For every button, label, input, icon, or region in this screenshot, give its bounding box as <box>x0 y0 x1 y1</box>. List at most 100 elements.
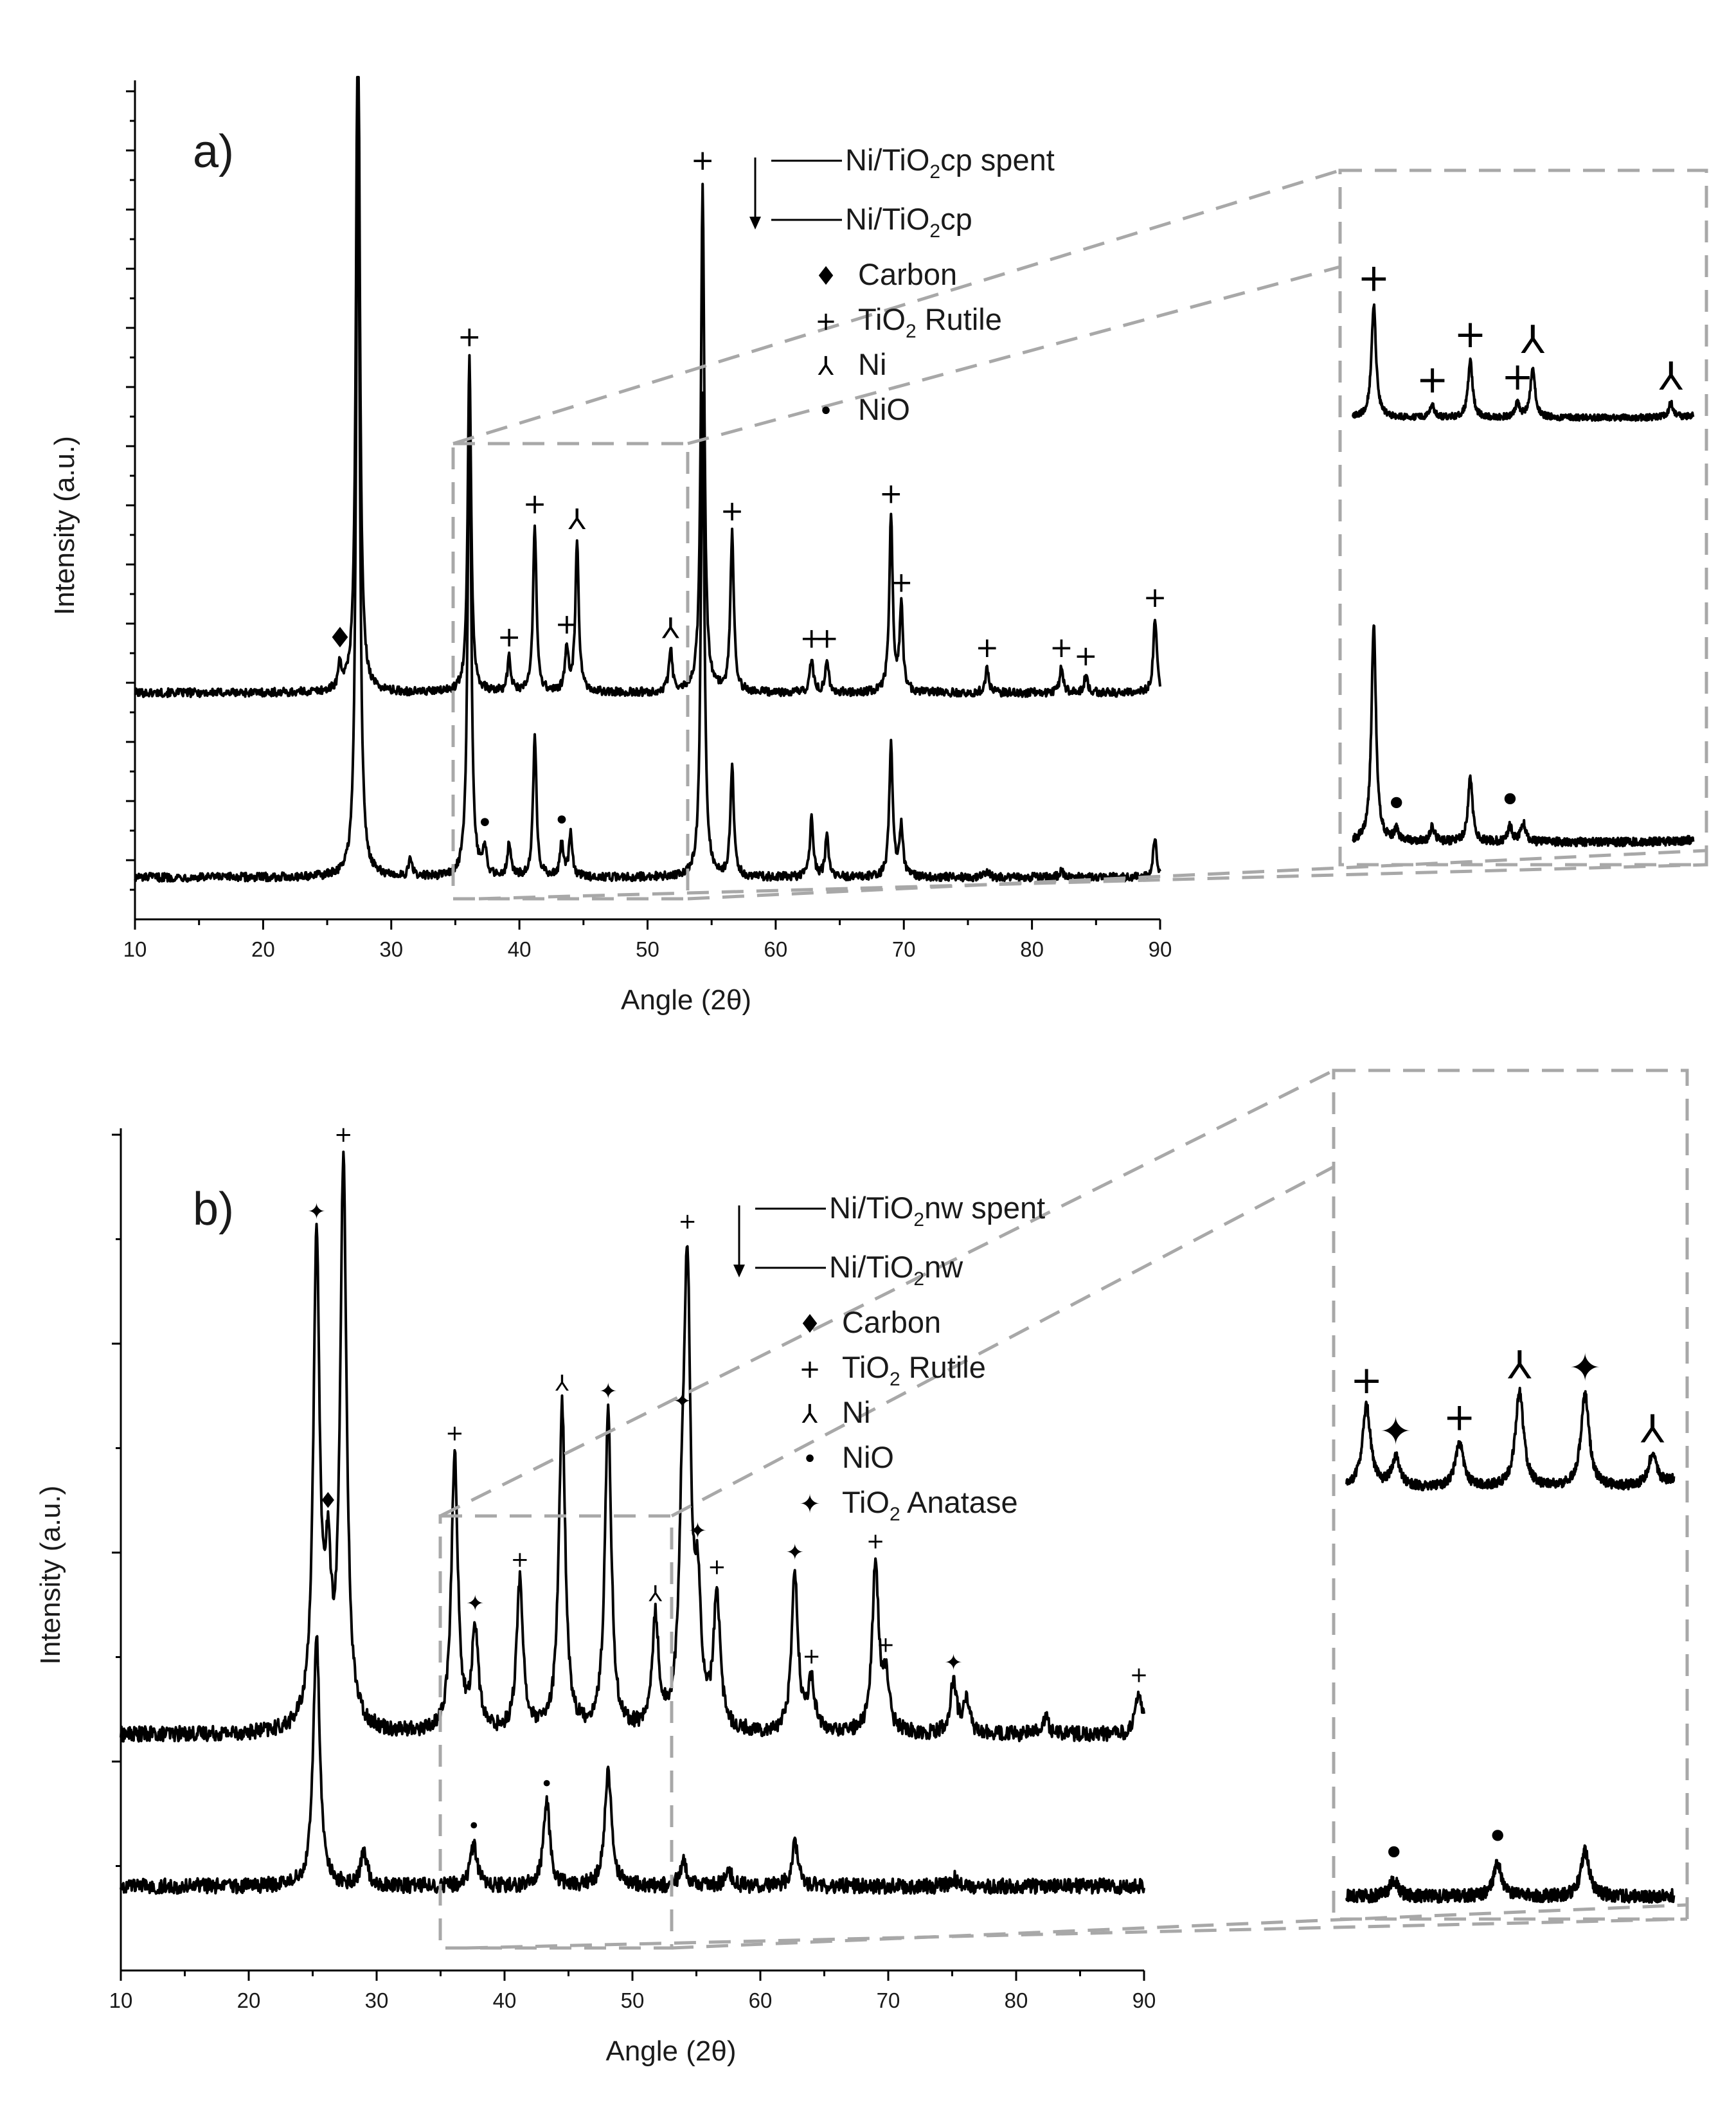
x-tick-label: 60 <box>749 1988 773 2012</box>
peak-marker: ⅄ <box>661 613 679 645</box>
peak-marker: ⅄ <box>568 503 586 536</box>
peak-marker: ✦ <box>688 1518 707 1544</box>
inset-peak-marker: ⅄ <box>1507 1343 1532 1388</box>
inset-peak-marker: ✦ <box>1569 1346 1601 1391</box>
zoom-connector <box>452 168 1341 446</box>
legend: Ni/TiO2cp spent Ni/TiO2cp ♦ Carbon + TiO2 Rut… <box>749 143 1055 426</box>
peak-marker: • <box>541 1771 553 1797</box>
x-tick-label: 30 <box>365 1988 389 2012</box>
peak-marker: + <box>555 608 578 641</box>
peak-marker: + <box>879 477 903 510</box>
legend-arrow-head <box>733 1265 745 1277</box>
peak-marker: ⅄ <box>555 1371 569 1396</box>
x-tick-label: 90 <box>1132 1988 1156 2012</box>
inset-peak-marker: ✦ <box>1379 1409 1411 1454</box>
peak-marker: ✦ <box>673 1389 692 1414</box>
legend-marker-label: TiO2 Rutile <box>858 302 1002 342</box>
x-tick-label: 10 <box>123 937 147 961</box>
peak-marker: + <box>802 1644 821 1670</box>
trace-fresh <box>120 1635 1145 1895</box>
legend-marker-symbol: + <box>799 1355 821 1384</box>
peak-marker: + <box>1050 631 1073 664</box>
peak-marker: ✦ <box>466 1591 485 1616</box>
x-axis-label: Angle (2θ) <box>621 984 751 1016</box>
legend-marker-label: TiO2 Anatase <box>842 1485 1018 1525</box>
inset-frame <box>1338 168 1708 867</box>
inset-peak-marker: + <box>1454 312 1486 357</box>
peak-marker: + <box>1074 640 1098 672</box>
legend-marker-symbol: ♦ <box>798 1310 821 1339</box>
zoom-connector <box>478 863 1707 901</box>
x-axis-label: Angle (2θ) <box>605 2035 736 2067</box>
x-tick-label: 70 <box>892 937 916 961</box>
peak-marker: + <box>800 622 823 655</box>
inset-plot: ++++⅄⅄• • <box>1352 255 1695 847</box>
peak-marker: + <box>334 1122 353 1148</box>
zoom-connector <box>439 1069 1335 1518</box>
trace-spent <box>134 76 1161 698</box>
peak-marker: + <box>815 622 839 655</box>
legend-marker-label: TiO2 Rutile <box>842 1350 986 1390</box>
inset-trace-fresh <box>1345 1844 1676 1904</box>
y-axis-label: Intensity (a.u.) <box>49 436 80 615</box>
panel-b: 10 20 30 40 50 60 70 80 90 Angle (2θ) Intensity (a… <box>35 1069 1689 2067</box>
peak-marker: ✦ <box>785 1540 804 1565</box>
inset-trace-fresh <box>1352 624 1695 847</box>
legend-marker-symbol: • <box>818 397 834 426</box>
peak-marker: • <box>467 1814 480 1839</box>
peak-marker: ⅄ <box>648 1581 662 1607</box>
x-tick-label: 50 <box>636 937 659 961</box>
legend-series-label: Ni/TiO2nw <box>829 1250 963 1290</box>
inset-trace-spent <box>1352 303 1695 422</box>
inset-peak-marker: • <box>1486 1814 1508 1859</box>
panel-label: b) <box>193 1184 234 1235</box>
trace-fresh <box>134 76 1161 883</box>
x-tick-label: 20 <box>251 937 275 961</box>
inset-peak-marker: ⅄ <box>1658 354 1683 399</box>
panel-a: 10 20 30 40 50 60 70 80 90 Angle (2θ) Intensity (a… <box>49 76 1708 1016</box>
legend-series-label: Ni/TiO2cp <box>845 202 972 242</box>
legend: Ni/TiO2nw spent Ni/TiO2nw ♦ Carbon + TiO2 Rut… <box>733 1191 1045 1525</box>
legend-marker-symbol: ⅄ <box>818 352 834 381</box>
peak-marker: + <box>866 1528 885 1554</box>
peak-marker: ✦ <box>599 1379 618 1405</box>
legend-marker-label: Ni <box>842 1395 870 1429</box>
peak-marker: • <box>476 807 493 840</box>
peak-marker: + <box>497 621 521 654</box>
zoom-connector <box>687 849 1707 901</box>
peak-marker: + <box>1130 1662 1149 1688</box>
peak-marker: + <box>708 1555 726 1580</box>
legend-marker-label: NiO <box>842 1440 894 1474</box>
x-tick-label: 90 <box>1149 937 1172 961</box>
inset-peak-marker: • <box>1499 778 1521 823</box>
trace-spent <box>120 1150 1145 1743</box>
peak-marker: + <box>523 488 547 521</box>
zoom-connector <box>465 1917 1688 1950</box>
peak-marker: ♦ <box>318 1488 337 1513</box>
peak-marker: + <box>975 631 999 664</box>
legend-marker-symbol: ✦ <box>799 1490 821 1519</box>
inset-peak-marker: ⅄ <box>1520 318 1544 363</box>
inset-peak-marker: ⅄ <box>1640 1407 1665 1452</box>
inset-trace-spent <box>1345 1387 1676 1492</box>
peak-marker: + <box>720 495 744 528</box>
legend-series-label: Ni/TiO2nw spent <box>829 1191 1045 1231</box>
x-tick-label: 80 <box>1020 937 1044 961</box>
peak-marker: + <box>445 1420 464 1446</box>
x-tick-label: 80 <box>1005 1988 1028 2012</box>
legend-marker-symbol: ⅄ <box>801 1400 818 1429</box>
peak-marker: + <box>890 566 913 599</box>
legend-marker-label: Carbon <box>842 1305 941 1339</box>
peak-marker: + <box>458 321 481 354</box>
peak-marker: ♦ <box>327 622 352 654</box>
peak-marker: + <box>691 144 715 177</box>
zoom-connector <box>671 1903 1688 1950</box>
inset-peak-marker: + <box>1501 354 1534 399</box>
x-tick-label: 60 <box>764 937 788 961</box>
peak-marker: ✦ <box>307 1199 326 1225</box>
y-axis-label: Intensity (a.u.) <box>35 1486 66 1665</box>
zoom-connector <box>670 1165 1335 1518</box>
legend-marker-symbol: ♦ <box>814 262 837 291</box>
peak-marker: + <box>877 1632 895 1657</box>
